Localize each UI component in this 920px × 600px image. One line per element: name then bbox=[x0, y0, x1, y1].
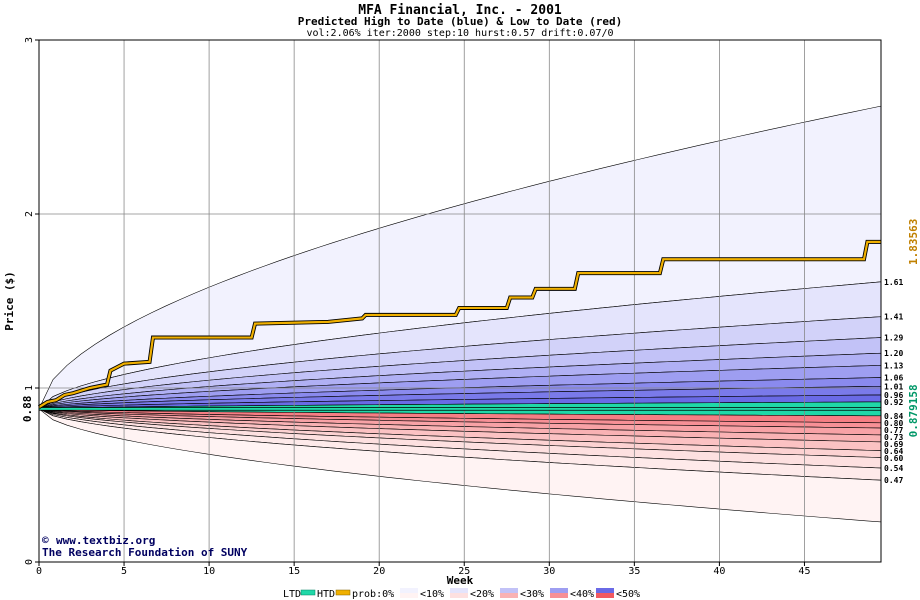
legend-bin-label-0: <10% bbox=[420, 589, 444, 600]
x-tick-label-3: 15 bbox=[288, 566, 300, 577]
x-tick-label-2: 10 bbox=[203, 566, 215, 577]
legend-bin-swatch-4b bbox=[596, 593, 614, 598]
x-tick-label-7: 35 bbox=[628, 566, 640, 577]
series-lines bbox=[37, 239, 881, 411]
legend-bin-swatch-2b bbox=[500, 593, 518, 598]
x-tick-label-4: 20 bbox=[373, 566, 385, 577]
credit-org: The Research Foundation of SUNY bbox=[42, 546, 248, 559]
right-label-14: 0.64 bbox=[884, 447, 903, 456]
chart-params: vol:2.06% iter:2000 step:10 hurst:0.57 d… bbox=[306, 28, 613, 39]
x-tick-label-9: 45 bbox=[798, 566, 810, 577]
y-tick-label-2: 2 bbox=[24, 211, 35, 217]
legend-bin-label-3: <40% bbox=[570, 589, 594, 600]
legend-bin-label-1: <20% bbox=[470, 589, 494, 600]
legend-bin-label-2: <30% bbox=[520, 589, 544, 600]
legend-bin-swatch-0b bbox=[400, 593, 418, 598]
x-ticks: 0 5 10 15 20 25 30 35 40 45 bbox=[36, 562, 810, 577]
legend-bin-swatch-1 bbox=[450, 588, 468, 593]
htd-end-label: 1.83563 bbox=[907, 219, 920, 265]
legend-bin-swatch-3b bbox=[550, 593, 568, 598]
right-label-17: 0.47 bbox=[884, 476, 903, 485]
x-tick-label-0: 0 bbox=[36, 566, 42, 577]
right-label-13: 0.69 bbox=[884, 440, 903, 449]
y-ticks: 0 1 2 3 bbox=[24, 37, 39, 565]
x-tick-label-6: 30 bbox=[543, 566, 555, 577]
y-tick-label-0: 0 bbox=[24, 559, 35, 565]
right-label-1: 1.41 bbox=[884, 313, 903, 322]
htd-line bbox=[38, 240, 881, 409]
right-value-labels: 1.61 1.41 1.29 1.20 1.13 1.061.010.960.92 0.84… bbox=[884, 278, 903, 485]
probability-bands bbox=[38, 105, 882, 523]
x-tick-label-8: 40 bbox=[713, 566, 725, 577]
chart-title: MFA Financial, Inc. - 2001 bbox=[358, 3, 562, 18]
right-label-10: 0.80 bbox=[884, 419, 903, 428]
x-tick-label-1: 5 bbox=[121, 566, 127, 577]
credit-symbol: © bbox=[42, 534, 49, 547]
legend: LTD HTD prob:0% <10% <20% <30% <40% <50% bbox=[283, 588, 640, 600]
right-label-4: 1.13 bbox=[884, 361, 903, 370]
legend-htd-swatch bbox=[335, 589, 351, 596]
right-label-11: 0.77 bbox=[884, 426, 903, 435]
legend-bin-swatch-3 bbox=[550, 588, 568, 593]
right-label-3: 1.20 bbox=[884, 349, 903, 358]
x-axis-label: Week bbox=[447, 574, 474, 587]
right-label-6: 1.01 bbox=[884, 382, 903, 391]
right-label-15: 0.60 bbox=[884, 454, 903, 463]
plot-frame bbox=[38, 39, 882, 563]
legend-prob-label: prob:0% bbox=[352, 589, 394, 600]
x-tick-label-5: 25 bbox=[458, 566, 470, 577]
right-label-0: 1.61 bbox=[884, 278, 903, 287]
y-tick-label-1: 1 bbox=[24, 385, 35, 391]
credit-url: www.textbiz.org bbox=[56, 534, 155, 547]
y-tick-label-3: 3 bbox=[24, 37, 35, 43]
right-label-5: 1.06 bbox=[884, 374, 903, 383]
legend-bin-swatch-1b bbox=[450, 593, 468, 598]
y-axis-label: Price ($) bbox=[3, 271, 16, 331]
legend-htd-label: HTD bbox=[317, 589, 335, 600]
legend-ltd-swatch bbox=[300, 589, 316, 596]
chart-subtitle: Predicted High to Date (blue) & Low to D… bbox=[298, 15, 623, 28]
right-label-8: 0.92 bbox=[884, 398, 903, 407]
right-label-9: 0.84 bbox=[884, 412, 903, 421]
right-label-2: 1.29 bbox=[884, 334, 903, 343]
start-price-label: 0.88 bbox=[21, 396, 34, 423]
legend-bin-swatch-4 bbox=[596, 588, 614, 593]
right-label-7: 0.96 bbox=[884, 391, 903, 400]
legend-bin-swatch-2 bbox=[500, 588, 518, 593]
right-label-16: 0.54 bbox=[884, 464, 903, 473]
ltd-end-label: 0.879158 bbox=[907, 384, 920, 437]
legend-bin-label-4: <50% bbox=[616, 589, 640, 600]
right-label-12: 0.73 bbox=[884, 433, 903, 442]
legend-ltd-label: LTD bbox=[283, 589, 301, 600]
